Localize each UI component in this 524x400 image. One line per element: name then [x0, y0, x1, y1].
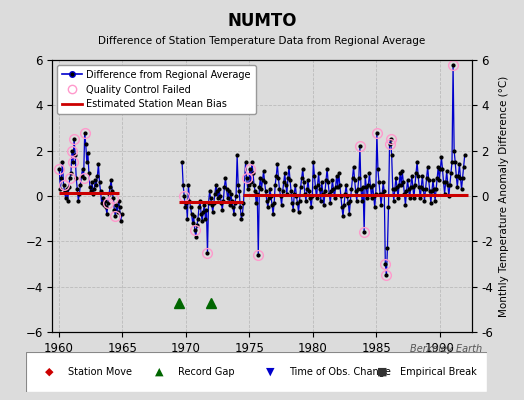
- Text: ■: ■: [377, 367, 387, 377]
- Text: Empirical Break: Empirical Break: [400, 367, 476, 377]
- Text: ▼: ▼: [266, 367, 275, 377]
- Text: Record Gap: Record Gap: [178, 367, 235, 377]
- Text: Berkeley Earth: Berkeley Earth: [410, 344, 482, 354]
- Text: ▲: ▲: [155, 367, 164, 377]
- Legend: Difference from Regional Average, Quality Control Failed, Estimated Station Mean: Difference from Regional Average, Qualit…: [57, 65, 256, 114]
- Text: NUMTO: NUMTO: [227, 12, 297, 30]
- Text: Time of Obs. Change: Time of Obs. Change: [289, 367, 391, 377]
- Text: ◆: ◆: [45, 367, 53, 377]
- FancyBboxPatch shape: [26, 352, 487, 392]
- Text: Station Move: Station Move: [68, 367, 132, 377]
- Y-axis label: Monthly Temperature Anomaly Difference (°C): Monthly Temperature Anomaly Difference (…: [499, 75, 509, 317]
- Text: Difference of Station Temperature Data from Regional Average: Difference of Station Temperature Data f…: [99, 36, 425, 46]
